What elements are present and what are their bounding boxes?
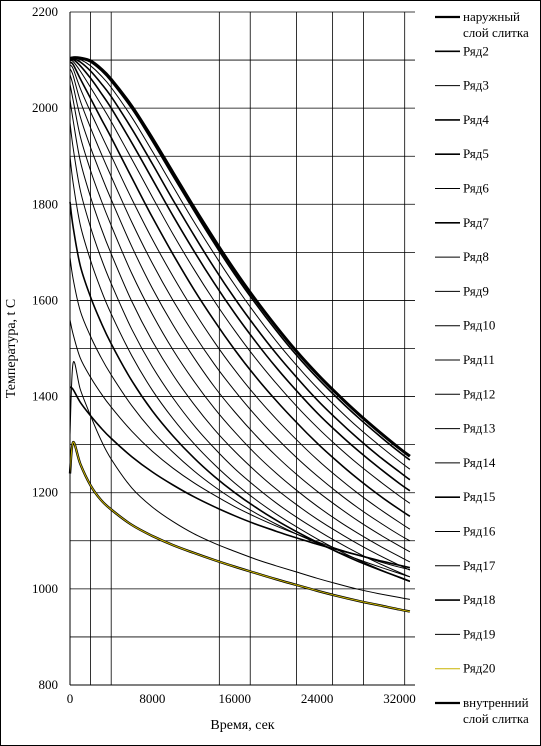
y-tick-label: 1200 [32, 485, 58, 500]
legend-label-16: Ряд16 [463, 524, 496, 539]
x-tick-label: 8000 [139, 691, 165, 706]
legend-label-14: Ряд14 [463, 455, 496, 470]
legend-label-15: Ряд15 [463, 489, 495, 504]
x-axis-label: Время, сек [210, 718, 274, 733]
y-axis-label: Температура, t С [4, 299, 19, 399]
series-line-15 [69, 201, 411, 582]
legend-label-5: Ряд5 [463, 146, 489, 161]
series-line-19 [69, 360, 410, 600]
legend-label-1: наружный слой слитка [463, 9, 529, 40]
series-line-11 [69, 84, 411, 563]
legend-label-3: Ряд3 [463, 78, 489, 93]
series-line-21 [68, 440, 411, 613]
series-lines [68, 56, 411, 613]
legend-label-12: Ряд12 [463, 386, 495, 401]
legend-label-13: Ряд13 [463, 421, 495, 436]
legend: наружный слой слитка Ряд2 Ряд3 Ряд4 Ряд5 Ряд6 Р… [435, 9, 529, 726]
series-line-6 [69, 60, 411, 504]
legend-label-4: Ряд4 [463, 112, 489, 127]
y-tick-label: 1400 [32, 389, 58, 404]
legend-label-6: Ряд6 [463, 181, 489, 196]
y-tick-label: 2200 [32, 4, 58, 19]
x-tick-label: 0 [67, 691, 74, 706]
axes [69, 12, 415, 686]
legend-label-21: внутренний слой слитка [463, 695, 529, 726]
series-line-9 [69, 68, 411, 542]
series-line-1 [69, 56, 411, 458]
tick-labels: 800 1000 1200 1400 1600 1800 2000 2200 0 8000 1600… [32, 4, 416, 706]
series-line-2 [69, 56, 411, 461]
legend-label-7: Ряд7 [463, 215, 489, 230]
series-line-5 [69, 58, 411, 492]
series-line-10 [69, 74, 411, 553]
y-tick-label: 1800 [32, 196, 58, 211]
series-line-7 [69, 61, 411, 517]
legend-label-17: Ряд17 [463, 558, 496, 573]
x-tick-label: 24000 [301, 691, 334, 706]
series-line-13 [69, 122, 411, 578]
series-line-12 [69, 99, 411, 571]
legend-label-8: Ряд8 [463, 249, 489, 264]
series-line-16 [69, 257, 411, 578]
legend-label-19: Ряд19 [463, 626, 495, 641]
legend-label-2: Ряд2 [463, 43, 489, 58]
legend-label-9: Ряд9 [463, 283, 489, 298]
x-tick-label: 16000 [219, 691, 252, 706]
y-tick-label: 800 [39, 677, 59, 692]
legend-label-11: Ряд11 [463, 352, 495, 367]
legend-label-18: Ряд18 [463, 592, 495, 607]
legend-label-10: Ряд10 [463, 318, 495, 333]
x-tick-label: 32000 [383, 691, 416, 706]
series-line-20 [69, 441, 411, 612]
series-line-18 [69, 386, 411, 569]
y-tick-label: 1000 [32, 581, 58, 596]
y-tick-label: 1600 [32, 292, 58, 307]
series-line-3 [69, 57, 411, 470]
legend-label-20: Ряд20 [463, 661, 495, 676]
y-tick-label: 2000 [32, 100, 58, 115]
series-line-8 [69, 64, 411, 530]
series-line-4 [69, 57, 411, 481]
